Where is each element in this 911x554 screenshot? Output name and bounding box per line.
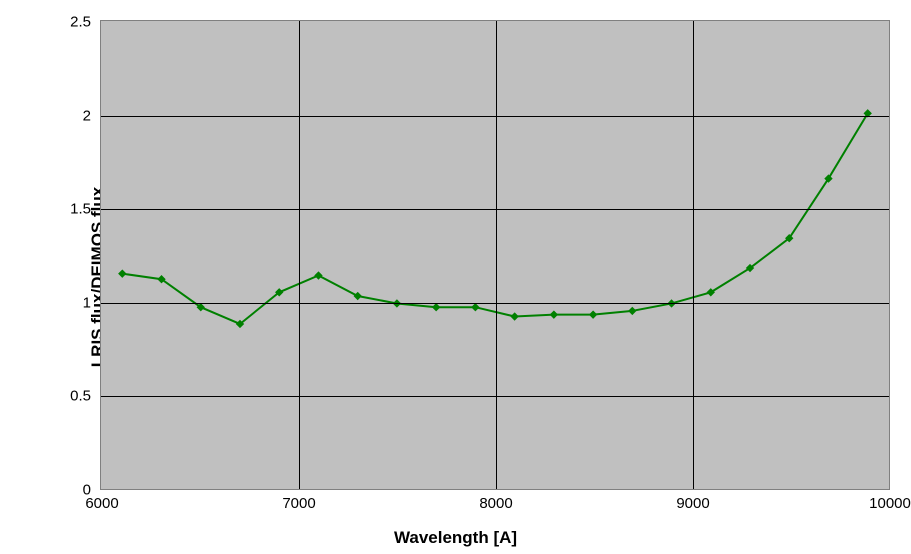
gridline-vertical — [693, 21, 694, 489]
series-marker — [433, 304, 440, 311]
y-tick-label: 1 — [83, 294, 91, 311]
chart-container: LRIS flux/DEIMOS flux Wavelength [A] 600… — [0, 0, 911, 554]
x-axis-label: Wavelength [A] — [394, 528, 517, 548]
x-tick-label: 8000 — [479, 495, 512, 512]
series-marker — [315, 272, 322, 279]
gridline-horizontal — [101, 396, 889, 397]
y-tick-label: 2 — [83, 107, 91, 124]
plot-area: 60007000800090001000000.511.522.5 — [100, 20, 890, 490]
series-line — [122, 113, 867, 324]
y-tick-label: 0 — [83, 482, 91, 499]
series-marker — [629, 307, 636, 314]
gridline-vertical — [299, 21, 300, 489]
series-marker — [590, 311, 597, 318]
series-marker — [472, 304, 479, 311]
gridline-horizontal — [101, 303, 889, 304]
gridline-horizontal — [101, 116, 889, 117]
y-tick-label: 1.5 — [70, 201, 91, 218]
gridline-vertical — [496, 21, 497, 489]
y-tick-label: 0.5 — [70, 388, 91, 405]
series-marker — [119, 270, 126, 277]
series-marker — [511, 313, 518, 320]
x-tick-label: 10000 — [869, 495, 911, 512]
x-tick-label: 7000 — [282, 495, 315, 512]
series-marker — [550, 311, 557, 318]
y-tick-label: 2.5 — [70, 14, 91, 31]
x-tick-label: 9000 — [676, 495, 709, 512]
data-series — [101, 21, 889, 489]
plot-outer: 60007000800090001000000.511.522.5 — [100, 20, 890, 490]
gridline-horizontal — [101, 209, 889, 210]
series-marker — [354, 293, 361, 300]
